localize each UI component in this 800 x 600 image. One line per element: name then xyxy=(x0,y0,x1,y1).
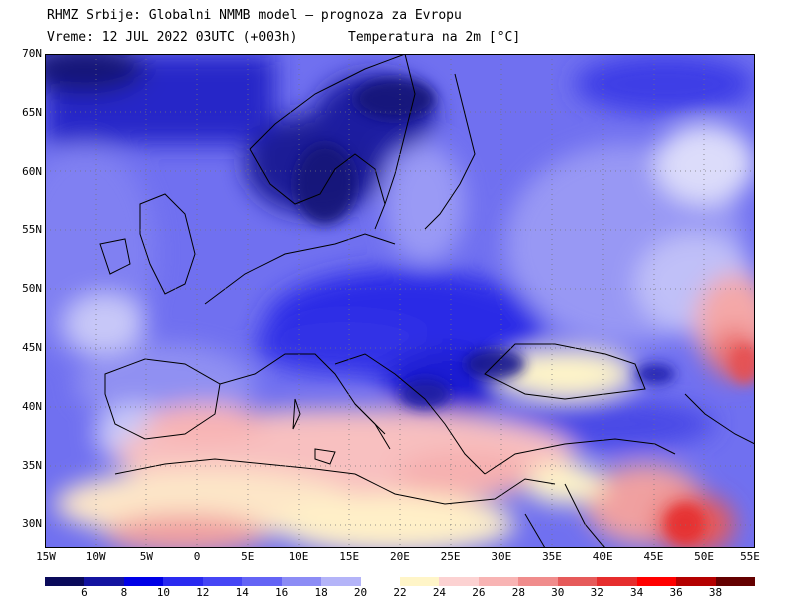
colorbar-swatch xyxy=(518,577,559,586)
colorbar-swatch xyxy=(123,577,164,586)
colorbar-label: 22 xyxy=(393,586,407,599)
lon-label: 45E xyxy=(643,550,664,563)
lat-label: 70N xyxy=(22,47,42,60)
lat-label: 60N xyxy=(22,164,42,178)
colorbar-label: 30 xyxy=(551,586,565,599)
colorbar-swatch xyxy=(597,577,638,586)
lon-label: 35E xyxy=(542,550,562,563)
colorbar-swatch xyxy=(360,577,401,586)
lon-label: 5E xyxy=(241,550,255,563)
colorbar-label: 24 xyxy=(432,586,447,599)
lat-label: 35N xyxy=(22,458,42,472)
lon-label: 55E xyxy=(740,550,760,563)
colorbar-swatch xyxy=(84,577,125,586)
colorbar-swatch xyxy=(715,577,756,586)
colorbar-label: 14 xyxy=(235,586,249,599)
lat-label: 30N xyxy=(22,517,42,531)
lon-label: 40E xyxy=(592,550,613,563)
lon-label: 15W xyxy=(36,550,56,563)
lon-label: 30E xyxy=(491,550,512,563)
colorbar-swatch xyxy=(281,577,322,586)
colorbar-swatch xyxy=(478,577,519,586)
colorbar-label: 10 xyxy=(156,586,170,599)
colorbar-label: 16 xyxy=(275,586,289,599)
colorbar-label: 38 xyxy=(708,586,723,599)
colorbar xyxy=(45,577,756,586)
lat-label: 65N xyxy=(22,105,42,119)
lon-label: 10W xyxy=(85,550,106,563)
lon-label: 10E xyxy=(288,550,309,563)
colorbar-swatch xyxy=(557,577,598,586)
lat-label: 50N xyxy=(22,282,42,296)
lon-label: 50E xyxy=(694,550,715,563)
coastlines xyxy=(99,54,755,548)
map-title: RHMZ Srbije: Globalni NMMB model — progn… xyxy=(47,8,462,23)
colorbar-label: 36 xyxy=(669,586,683,599)
colorbar-label: 32 xyxy=(590,586,604,599)
field-name: Temperatura na 2m [°C] xyxy=(348,30,521,45)
colorbar-swatch xyxy=(163,577,204,586)
colorbar-swatch xyxy=(45,577,85,586)
colorbar-label: 12 xyxy=(196,586,210,599)
lat-label: 40N xyxy=(22,399,42,413)
lon-label: 0 xyxy=(193,550,201,563)
field-details xyxy=(295,79,755,544)
colorbar-swatch xyxy=(400,577,440,586)
lon-label: 25E xyxy=(440,550,461,563)
lon-label: 5W xyxy=(139,550,154,563)
colorbar-label: 20 xyxy=(353,586,368,599)
colorbar-swatch xyxy=(242,577,283,586)
colorbar-swatch xyxy=(676,577,717,586)
lat-label: 55N xyxy=(22,223,42,237)
forecast-time: Vreme: 12 JUL 2022 03UTC (+003h) xyxy=(47,30,298,45)
colorbar-swatch xyxy=(202,577,243,586)
colorbar-label: 6 xyxy=(81,586,88,599)
colorbar-label: 34 xyxy=(630,586,644,599)
lat-label: 45N xyxy=(22,341,42,354)
graticule xyxy=(45,54,755,548)
colorbar-label: 8 xyxy=(120,586,128,599)
colorbar-swatch xyxy=(636,577,677,586)
colorbar-label: 26 xyxy=(472,586,486,599)
colorbar-swatch xyxy=(439,577,480,586)
colorbar-swatch xyxy=(321,577,362,586)
lon-label: 20E xyxy=(389,550,410,563)
colorbar-label: 18 xyxy=(314,586,328,599)
colorbar-label: 28 xyxy=(511,586,525,599)
lon-label: 15E xyxy=(339,550,360,563)
temperature-map xyxy=(45,54,755,548)
